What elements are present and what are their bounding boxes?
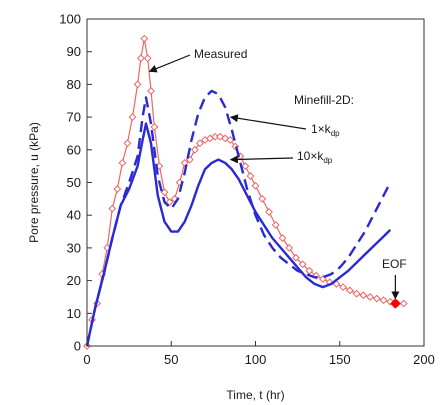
eof-marker	[390, 298, 401, 309]
measured-arrow	[148, 54, 191, 73]
measured-point	[246, 172, 255, 180]
x-tick-label: 0	[83, 352, 90, 367]
measured-point	[113, 185, 122, 193]
x-tick-label: 200	[413, 352, 435, 367]
plot-frame	[86, 18, 425, 347]
measured-point	[128, 113, 137, 122]
measured-point	[123, 139, 132, 148]
y-tick-label: 90	[67, 44, 81, 59]
measured-point	[133, 80, 142, 89]
y-axis-label: Pore pressure, u (kPa)	[27, 122, 41, 243]
measured-point	[190, 145, 199, 154]
y-tick-label: 70	[67, 110, 81, 125]
x-tick-label: 150	[329, 352, 351, 367]
measured-point	[379, 296, 388, 305]
measured-point	[226, 136, 235, 144]
measured-point	[298, 260, 307, 269]
measured-point	[195, 139, 204, 148]
y-tick-label: 40	[67, 208, 81, 223]
measured-point	[241, 162, 250, 171]
eof-label: EOF	[382, 257, 407, 271]
y-tick-label: 0	[74, 339, 81, 354]
y-tick-label: 50	[67, 175, 81, 190]
measured-point	[211, 132, 219, 141]
y-tick-label: 30	[67, 240, 81, 255]
1x-label: 1×kdp	[311, 122, 340, 138]
measured-point	[258, 194, 267, 203]
measured-point	[278, 234, 287, 242]
model-10x-line	[85, 122, 392, 347]
measured-point	[359, 291, 368, 300]
model-heading: Minefill-2D:	[294, 93, 354, 107]
measured-point	[265, 208, 273, 216]
10x-arrow	[229, 155, 294, 164]
tick-labels: 0 50 100 150 200 0 10 20 30 40 50 60 70 80 90 100	[59, 12, 435, 368]
measured-point	[339, 283, 348, 292]
measured-point	[352, 289, 361, 298]
measured-point	[399, 299, 408, 308]
measured-point	[143, 54, 152, 63]
measured-point	[150, 123, 159, 131]
measured-point	[345, 286, 354, 295]
measured-point	[137, 54, 145, 63]
x-tick-label: 50	[164, 352, 178, 367]
model-1x-line	[85, 89, 392, 347]
measured-point	[231, 142, 240, 151]
measured-point	[366, 293, 374, 301]
measured-point	[140, 34, 149, 43]
measured-point	[285, 243, 294, 252]
x-tick-label: 100	[245, 352, 267, 367]
y-tick-label: 100	[59, 12, 81, 27]
measured-label: Measured	[194, 47, 247, 61]
measured-point	[108, 204, 117, 213]
measured-point	[271, 221, 280, 229]
10x-label: 10×kdp	[297, 149, 333, 165]
y-tick-label: 80	[67, 77, 81, 92]
measured-point	[180, 158, 189, 167]
y-tick-label: 60	[67, 142, 81, 157]
y-tick-label: 20	[67, 273, 81, 288]
measured-point	[251, 181, 260, 190]
x-axis-label: Time, t (hr)	[226, 388, 284, 402]
y-tick-label: 10	[67, 306, 81, 321]
measured-point	[160, 188, 169, 197]
measured-point	[118, 158, 127, 167]
1x-arrow	[229, 114, 307, 130]
measured-point	[372, 294, 381, 303]
annotations: Measured Minefill-2D: 1×kdp 10×kdp EOF	[148, 47, 407, 309]
measured-point	[305, 266, 314, 275]
measured-point	[165, 198, 174, 207]
measured-point	[147, 87, 155, 95]
series-layer	[83, 34, 408, 350]
measured-point	[292, 253, 300, 262]
